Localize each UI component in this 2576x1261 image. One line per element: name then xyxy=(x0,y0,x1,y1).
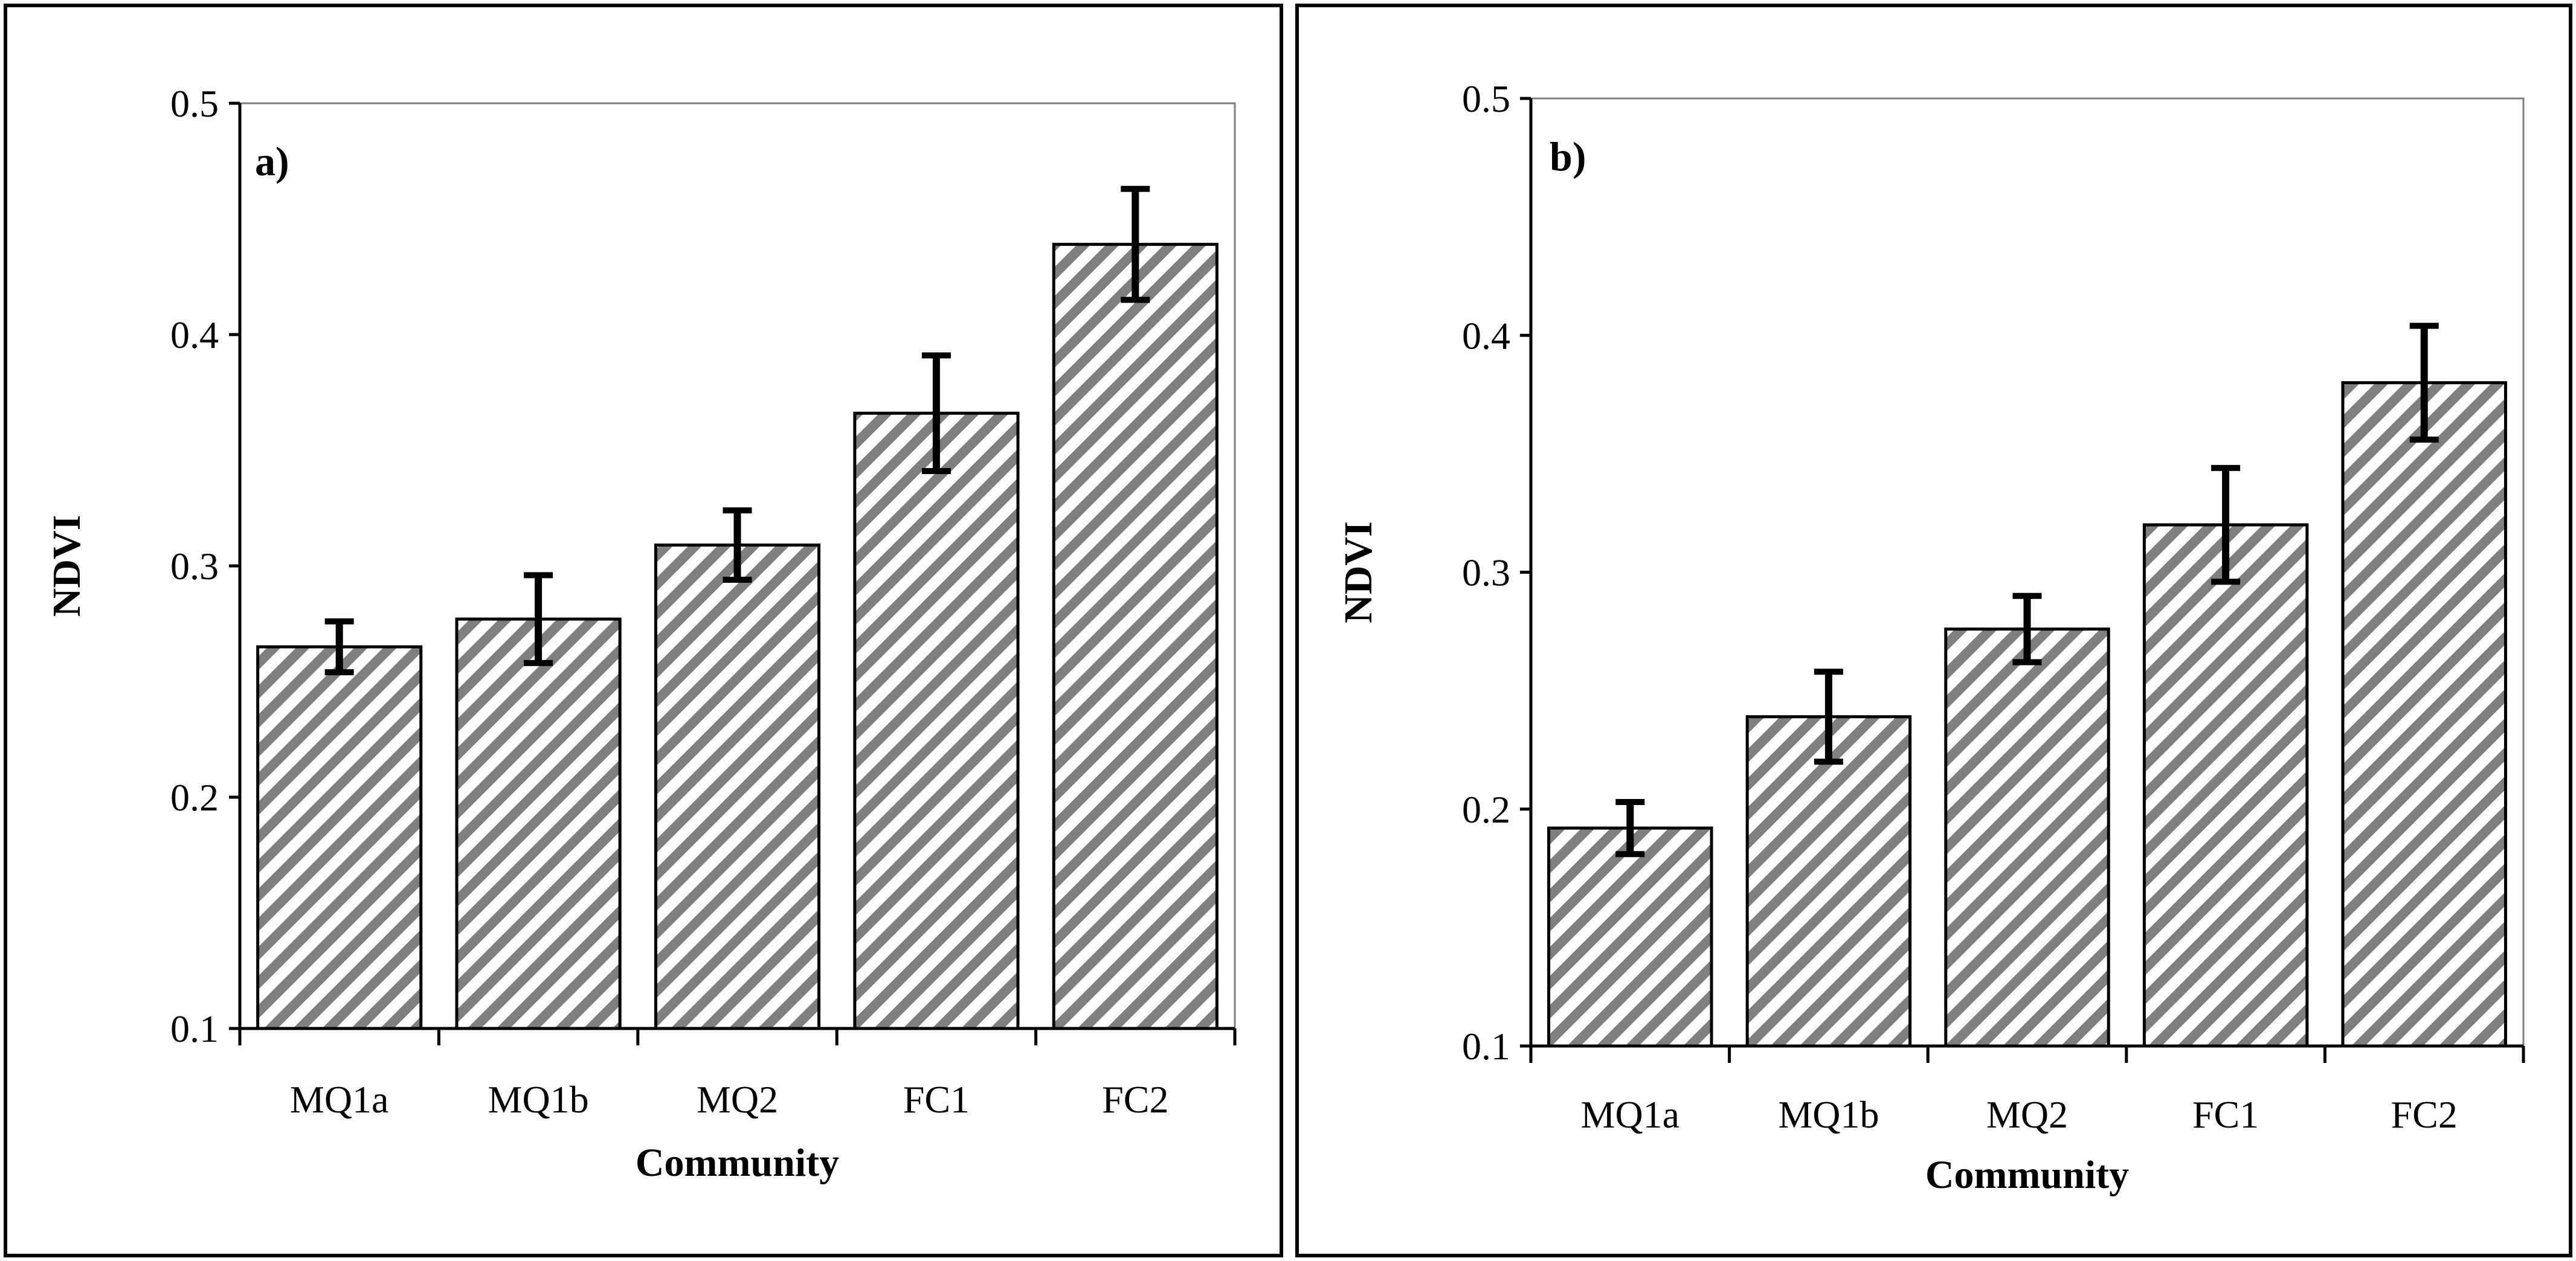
error-bar-mq1a xyxy=(324,618,354,676)
y-tick-label: 0.4 xyxy=(1462,314,1510,357)
bar-mq2 xyxy=(1944,627,2110,1048)
x-tick-label: FC2 xyxy=(1102,1078,1168,1121)
x-axis-title: Community xyxy=(1925,1153,2129,1197)
error-bar-fc2 xyxy=(1121,185,1150,303)
bar-mq1a xyxy=(1547,826,1713,1048)
y-tick-label: 0.2 xyxy=(1462,788,1510,831)
y-tick-label: 0.2 xyxy=(170,776,219,819)
bar-mq1b xyxy=(455,617,622,1030)
x-tick-label: FC2 xyxy=(2391,1093,2458,1136)
bar-mq1b xyxy=(1745,715,1912,1048)
bar-fc1 xyxy=(2142,523,2309,1048)
x-tick-label: FC1 xyxy=(903,1078,970,1121)
y-tick-label: 0.1 xyxy=(1462,1025,1510,1068)
panel-label: b) xyxy=(1550,133,1586,179)
chart-a-svg: 0.1 0.2 0.3 0.4 0.5 MQ1a MQ1b MQ2 FC1 FC2 Communit… xyxy=(45,82,1237,1185)
y-tick-label: 0.5 xyxy=(1462,77,1510,120)
y-tick-label: 0.4 xyxy=(170,313,219,356)
x-tick-label: MQ1a xyxy=(290,1078,389,1121)
y-tick-label: 0.3 xyxy=(170,545,219,588)
error-bar-mq1a xyxy=(1615,798,1645,858)
y-tick-label: 0.1 xyxy=(170,1007,219,1050)
bar-fc2 xyxy=(1052,243,1219,1030)
error-bar-mq1b xyxy=(524,572,553,666)
bar-mq1a xyxy=(256,645,423,1030)
panel-label: a) xyxy=(255,138,289,184)
y-tick-label: 0.3 xyxy=(1462,551,1510,594)
y-tick-label: 0.5 xyxy=(170,82,219,125)
bar-fc2 xyxy=(2341,381,2507,1048)
x-tick-label: MQ1b xyxy=(488,1078,589,1121)
x-tick-label: MQ2 xyxy=(1986,1093,2068,1136)
error-bar-fc1 xyxy=(921,352,951,474)
chart-b-svg: 0.1 0.2 0.3 0.4 0.5 MQ1a MQ1b MQ2 FC1 FC2 Communit… xyxy=(1336,77,2525,1197)
chart-panel-b: 0.1 0.2 0.3 0.4 0.5 MQ1a MQ1b MQ2 FC1 FC2 Communit… xyxy=(1295,4,2572,1257)
x-tick-label: FC1 xyxy=(2192,1093,2259,1136)
bar-mq2 xyxy=(654,544,821,1030)
x-tick-label: MQ1b xyxy=(1778,1093,1879,1136)
error-bar-fc2 xyxy=(2409,322,2439,443)
y-axis-title: NDVI xyxy=(45,515,89,617)
error-bar-mq2 xyxy=(2012,592,2042,666)
error-bar-mq1b xyxy=(1814,669,1843,765)
y-axis-title: NDVI xyxy=(1336,521,1380,623)
error-bar-mq2 xyxy=(723,507,752,583)
x-tick-label: MQ2 xyxy=(697,1078,778,1121)
x-tick-label: MQ1a xyxy=(1581,1093,1680,1136)
chart-panel-a: 0.1 0.2 0.3 0.4 0.5 MQ1a MQ1b MQ2 FC1 FC2 Communit… xyxy=(4,4,1283,1257)
bar-fc1 xyxy=(853,411,1020,1030)
error-bar-fc1 xyxy=(2211,464,2241,585)
x-axis-title: Community xyxy=(636,1141,839,1185)
